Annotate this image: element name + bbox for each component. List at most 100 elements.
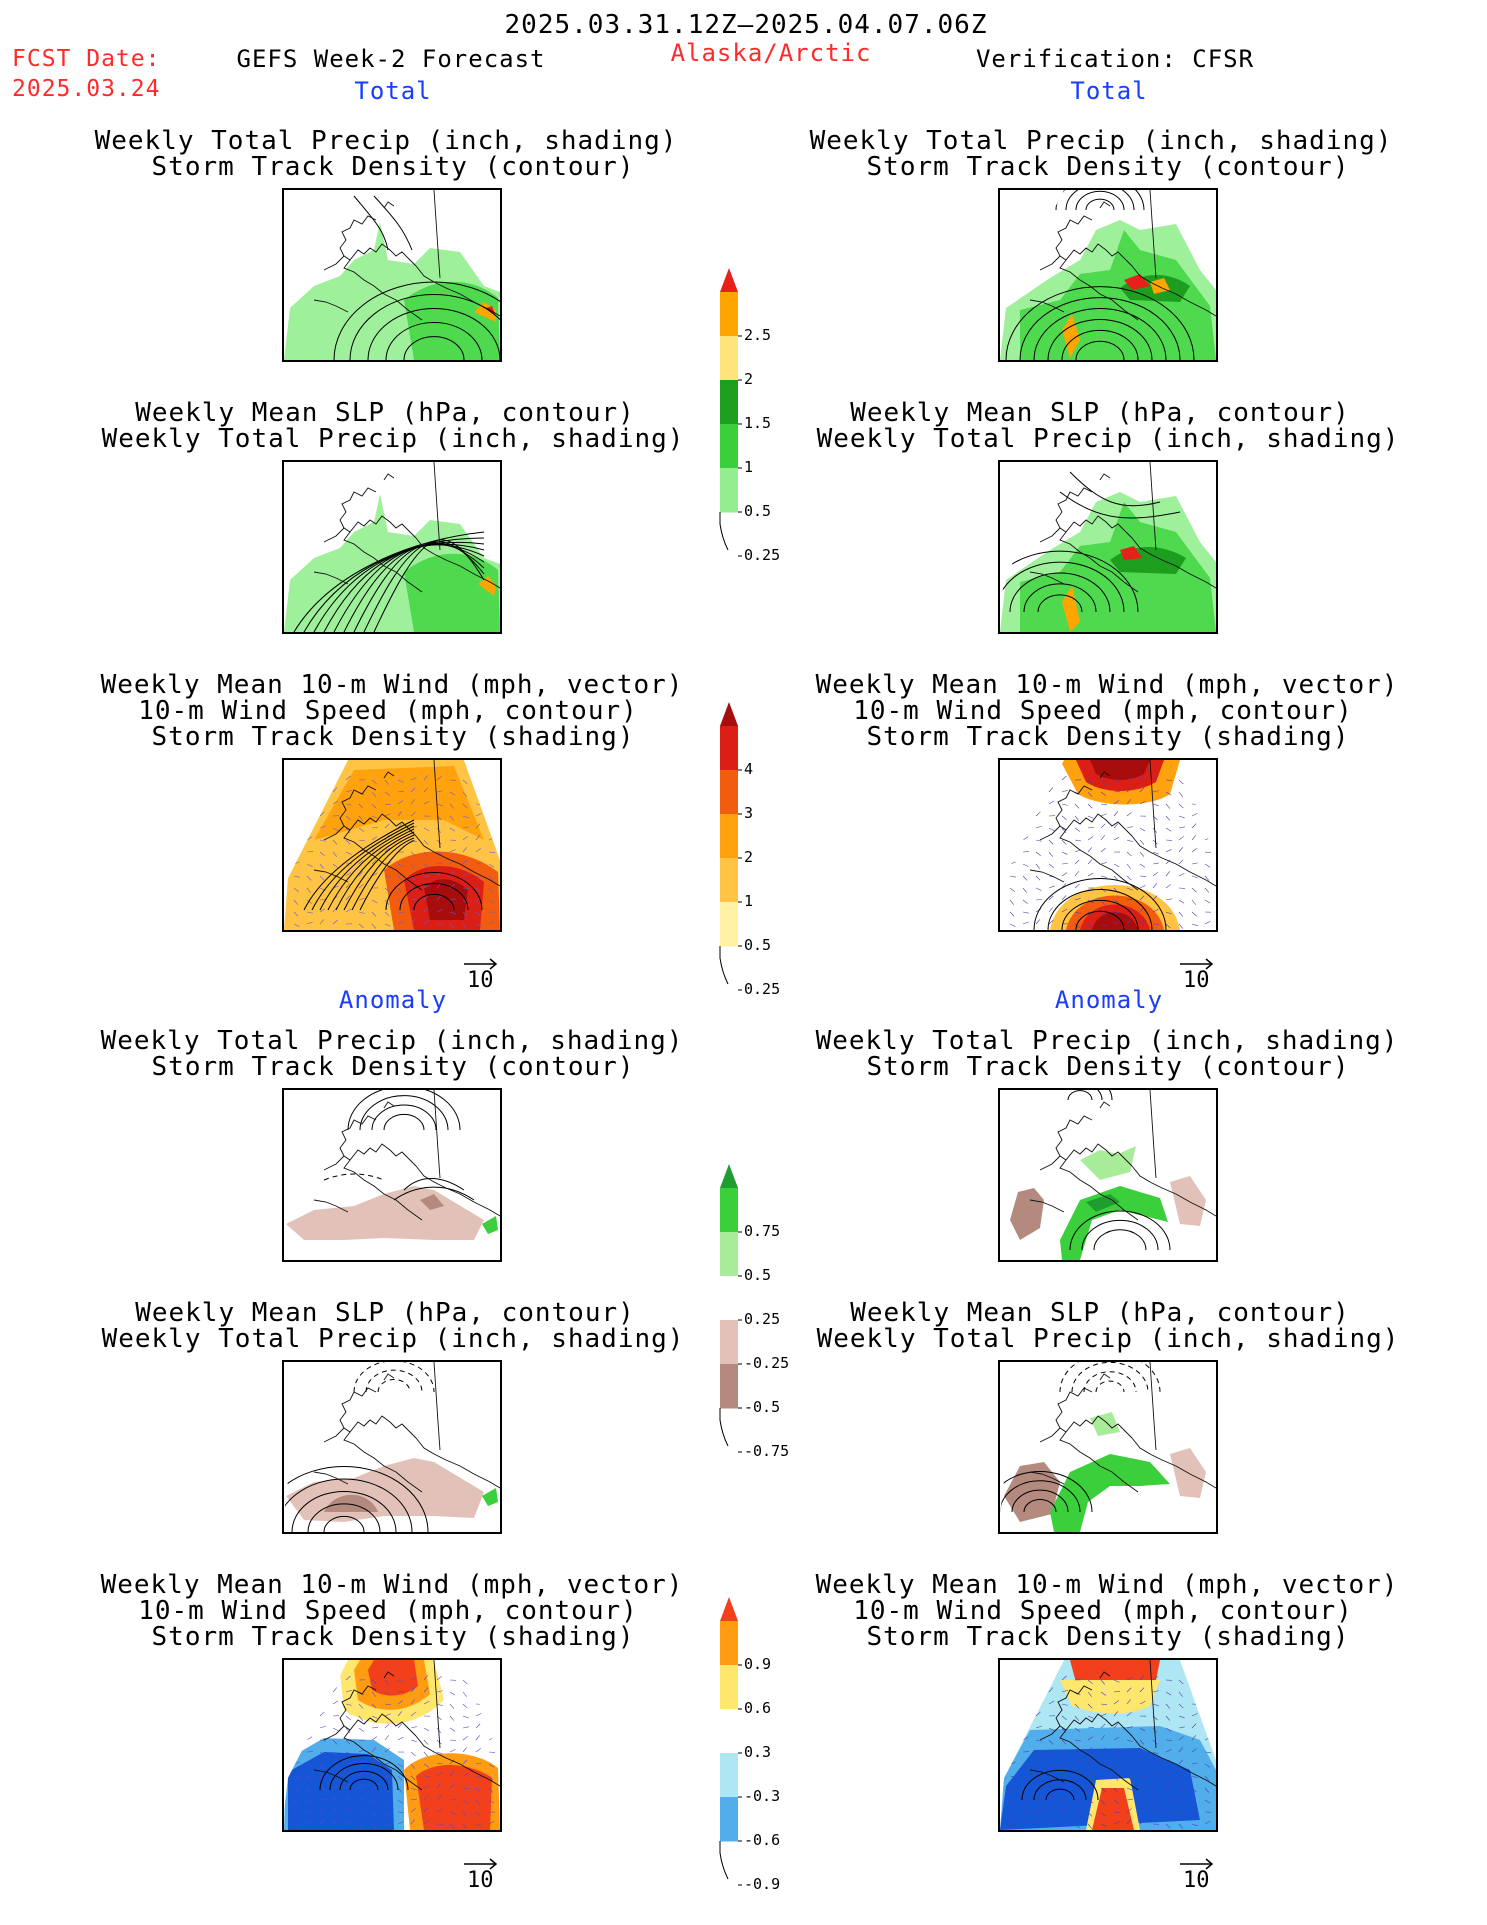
- wind-vector: [1100, 1799, 1105, 1805]
- coastline: [1099, 473, 1111, 481]
- wind-vector: [1191, 1823, 1198, 1827]
- wind-vector: [1165, 1759, 1171, 1765]
- wind-vector: [1165, 1727, 1172, 1732]
- title-l4-a: Weekly Total Precip (inch, shading): [100, 1026, 684, 1056]
- wind-vector: [1139, 1687, 1145, 1693]
- precip-shading: [404, 281, 500, 360]
- coastline: [339, 487, 377, 529]
- coastline: [323, 243, 417, 271]
- wind-vector: [1204, 1690, 1211, 1693]
- colorbar-svg: [719, 1597, 742, 1886]
- contour-line: [373, 539, 485, 632]
- wind-vector: [488, 1751, 496, 1753]
- wind-vector: [1100, 1775, 1107, 1778]
- wind-vector: [449, 791, 456, 796]
- wind-vector: [423, 839, 429, 845]
- wind-vector: [1204, 887, 1210, 893]
- wind-vector: [475, 848, 481, 853]
- wind-vector: [1178, 791, 1183, 797]
- wind-vector: [1126, 1775, 1132, 1781]
- wind-vector: [293, 1713, 300, 1717]
- contour-line: [1081, 1219, 1159, 1251]
- wind-vector: [397, 1736, 404, 1741]
- wind-vector: [1113, 921, 1120, 925]
- map-svg: [284, 462, 500, 632]
- wind-vector: [1165, 1823, 1171, 1829]
- wind-vector: [1178, 826, 1185, 829]
- wind-vector: [462, 1691, 467, 1697]
- wind-vector: [1139, 1795, 1145, 1801]
- wind-vector: [1126, 1677, 1133, 1681]
- wind-vector: [475, 1723, 481, 1729]
- wind-vector: [449, 1759, 455, 1765]
- fcst-date-value: 2025.03.24: [12, 76, 161, 102]
- wind-vector: [1022, 811, 1028, 817]
- wind-vector: [1191, 823, 1197, 829]
- colorbar-tick-label: 1: [744, 458, 754, 476]
- wind-vector: [1126, 1739, 1133, 1742]
- colorbar-tick-label: -0.5: [744, 1398, 781, 1416]
- coastline: [1131, 537, 1216, 589]
- wind-vector: [1178, 803, 1184, 809]
- wind-vector: [1022, 1711, 1028, 1717]
- wind-vector: [488, 800, 494, 805]
- wind-vector: [371, 815, 378, 819]
- colorbar-segment: [720, 1797, 738, 1842]
- wind-vector: [293, 911, 299, 917]
- title-l6-a: Weekly Mean 10-m Wind (mph, vector): [100, 1570, 684, 1600]
- colorbar-top-triangle: [720, 1597, 738, 1621]
- colorbar-track-anomaly: 0.9 0.6 0.3 -0.3 -0.6 -0.9: [719, 1597, 780, 1892]
- wind-vector: [449, 1771, 455, 1777]
- wind-vector: [1074, 871, 1079, 877]
- wind-vector: [1152, 862, 1159, 865]
- wind-vector: [371, 826, 378, 829]
- wind-vector: [1022, 1679, 1029, 1683]
- wind-vector: [410, 898, 417, 901]
- wind-vector: [1035, 777, 1042, 781]
- colorbar-segment: [720, 814, 738, 859]
- contour-line: [413, 893, 455, 911]
- coastline: [323, 1143, 417, 1171]
- wind-vector: [1165, 1715, 1171, 1721]
- wind-vector: [1139, 885, 1146, 889]
- wind-vector: [1139, 800, 1146, 805]
- wind-vector: [423, 827, 430, 832]
- wind-vector: [1139, 1751, 1145, 1757]
- wind-vector: [1048, 919, 1054, 925]
- wind-vector: [319, 851, 325, 856]
- wind-vector: [1087, 779, 1093, 785]
- wind-vector: [1139, 839, 1145, 845]
- wind-vector: [1178, 1736, 1184, 1741]
- wind-vector: [475, 875, 482, 879]
- wind-vector: [462, 1679, 468, 1685]
- wind-vector: [1022, 863, 1029, 867]
- wind-vector: [319, 919, 325, 925]
- wind-vector: [1035, 887, 1042, 891]
- wind-vector: [1139, 907, 1144, 913]
- wind-vector: [1100, 1762, 1107, 1765]
- wind-vector: [462, 779, 468, 785]
- wind-vector: [1087, 1726, 1094, 1729]
- wind-vector: [1022, 1787, 1028, 1793]
- wind-vector: [345, 1751, 352, 1755]
- coastline: [323, 1415, 417, 1443]
- wind-vector: [397, 887, 403, 893]
- wind-vector: [1061, 1739, 1067, 1745]
- wind-vector: [332, 827, 339, 831]
- coastline: [415, 265, 500, 317]
- wind-vector: [293, 1811, 299, 1817]
- map-total-wind-track-forecast: [282, 758, 502, 932]
- wind-vector: [332, 1785, 339, 1789]
- wind-vector: [293, 1787, 299, 1792]
- wind-vector: [1100, 779, 1106, 785]
- wind-vector: [1204, 1700, 1210, 1705]
- wind-vector: [1074, 1811, 1081, 1814]
- contour-line: [1061, 899, 1139, 930]
- wind-vector: [293, 1691, 299, 1696]
- wind-vector: [1061, 908, 1068, 913]
- wind-vector: [423, 1727, 430, 1732]
- wind-vector: [1087, 1823, 1093, 1829]
- wind-vector: [1113, 1811, 1120, 1813]
- wind-vector: [371, 923, 377, 929]
- wind-vector: [1191, 1679, 1197, 1685]
